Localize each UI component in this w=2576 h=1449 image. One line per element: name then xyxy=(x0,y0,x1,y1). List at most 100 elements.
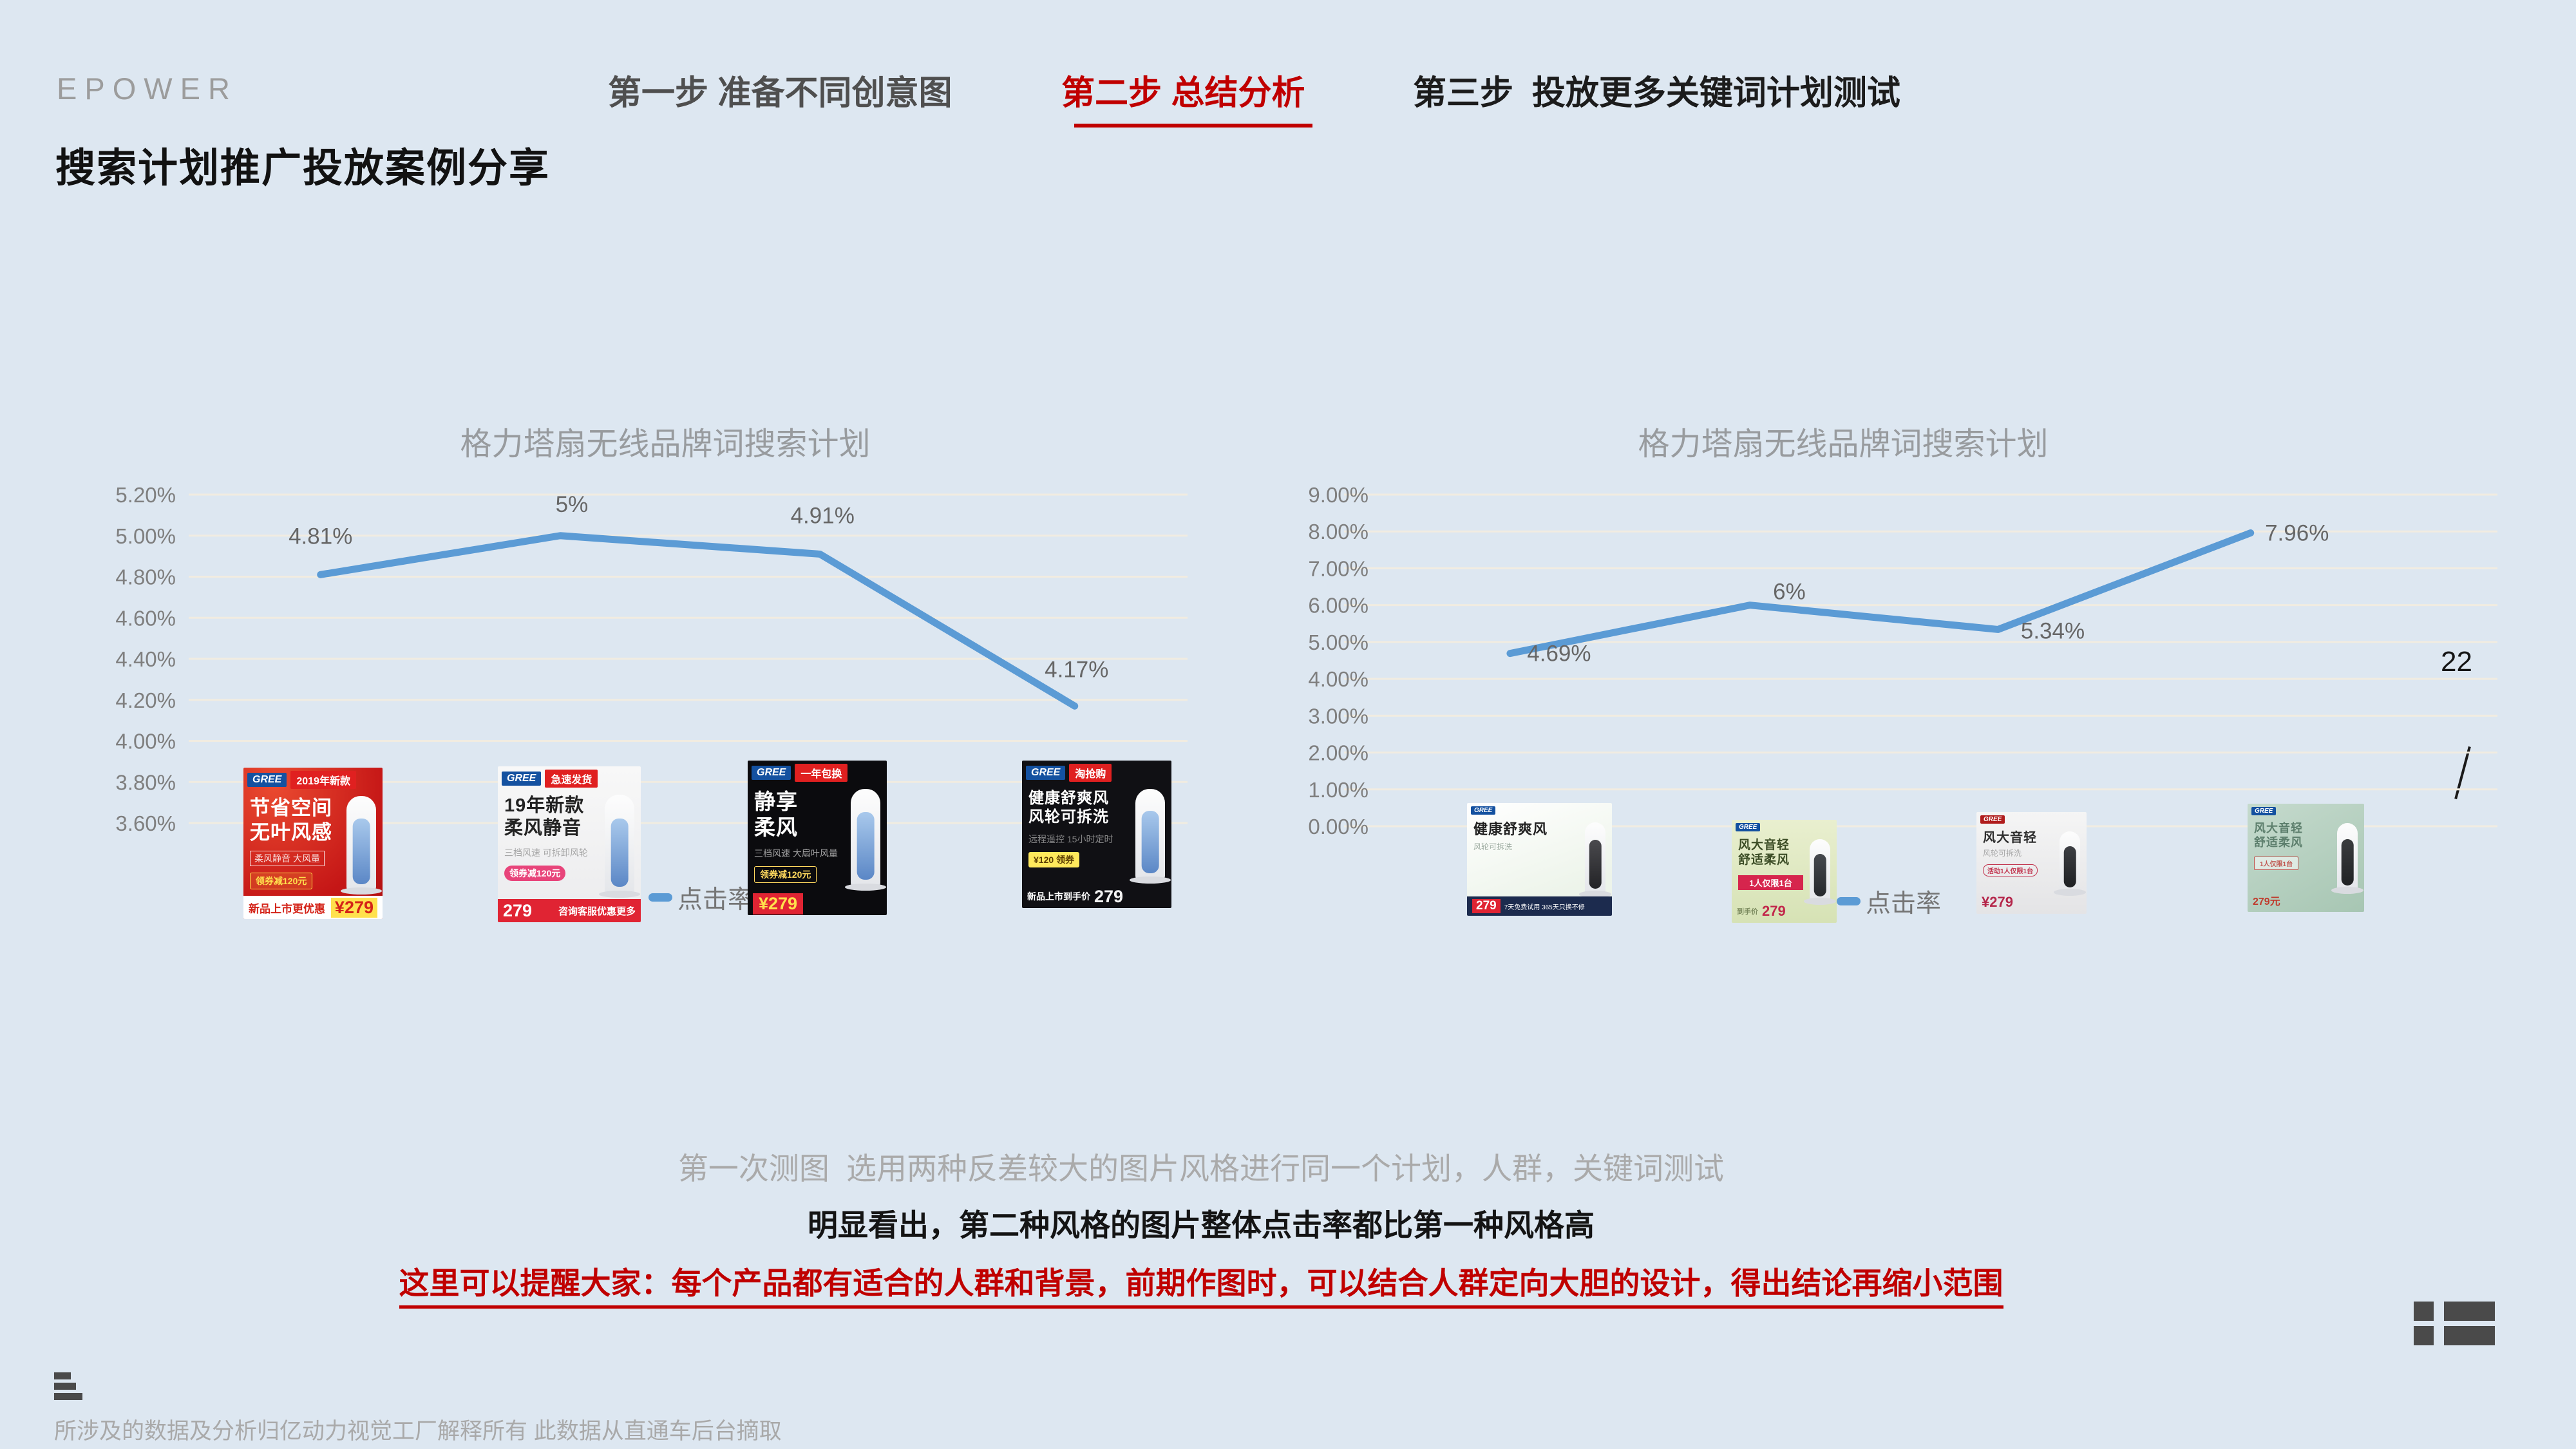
tower-fan-image xyxy=(1579,822,1611,898)
ad-price: ¥279 xyxy=(330,897,377,918)
tower-fan-image xyxy=(599,795,640,898)
ad-body: 健康舒爽风 风轮可拆洗 远程遥控 15小时定时 ¥120 领券 xyxy=(1028,789,1132,867)
ad-promo-tag: 淘抢购 xyxy=(1069,764,1112,782)
note-highlight-red-text: 这里可以提醒大家：每个产品都有适合的人群和背景，前期作图时，可以结合人群定向大胆… xyxy=(399,1266,2003,1309)
ad-coupon: ¥120 领券 xyxy=(1028,851,1080,867)
epower-logo: EPOWER xyxy=(57,71,238,106)
ad-price: ¥279 xyxy=(753,893,804,914)
ad-headline: 无叶风感 xyxy=(250,820,332,844)
ad-headline: 风大音轻 xyxy=(1738,838,1790,852)
svg-text:5.34%: 5.34% xyxy=(2021,618,2085,643)
ad-headline: 健康舒爽风 xyxy=(1473,821,1548,837)
page-title: 搜索计划推广投放案例分享 xyxy=(55,146,551,191)
ad-header: GREE 急速发货 xyxy=(498,766,641,791)
ad-body: 19年新款 柔风静音 三档风速 可拆卸风轮领券减120元 xyxy=(504,795,601,881)
svg-text:2.00%: 2.00% xyxy=(1308,741,1368,765)
ad-headline: 节省空间 xyxy=(250,797,332,819)
ad-coupon: 活动1人仅限1台 xyxy=(1983,864,2038,877)
ad-bottom-strip: 279 咨询客服优惠更多 xyxy=(498,899,641,922)
svg-text:0.00%: 0.00% xyxy=(1308,815,1368,838)
footer-disclaimer: 所涉及的数据及分析归亿动力视觉工厂解释所有 此数据从直通车后台摘取 xyxy=(54,1419,782,1444)
note-highlight-red: 这里可以提醒大家：每个产品都有适合的人群和背景，前期作图时，可以结合人群定向大胆… xyxy=(0,1258,2402,1309)
ad-promo-tag: 急速发货 xyxy=(545,770,598,788)
ad-headline: 柔风静音 xyxy=(504,818,582,839)
ad-subtext: 风轮可拆洗 xyxy=(1983,849,2022,858)
svg-text:5.00%: 5.00% xyxy=(1308,630,1368,654)
ad-coupon: 领券减120元 xyxy=(754,866,817,883)
ad-bottom-strip: 新品上市到手价 279 xyxy=(1022,885,1171,908)
ad-price: 279 xyxy=(1094,886,1124,906)
ad-bottom-strip: ¥279 xyxy=(1976,891,2087,914)
ad-headline: 舒适柔风 xyxy=(2254,835,2303,849)
svg-text:6%: 6% xyxy=(1773,580,1806,605)
ad-bottom-text: 咨询客服优惠更多 xyxy=(558,905,636,917)
ad-header: GREE 2019年新款 xyxy=(243,768,383,792)
ad-headline: 静享 xyxy=(754,790,798,813)
svg-text:4.17%: 4.17% xyxy=(1045,657,1108,682)
svg-text:5.00%: 5.00% xyxy=(115,524,176,548)
creative-ad-card: GREE 风大音轻 舒适柔风 1人仅限1台 到手价 279 xyxy=(1732,820,1837,923)
ad-headline: 风大音轻 xyxy=(2254,822,2303,835)
ad-headline: 健康舒爽风 xyxy=(1028,790,1109,807)
ad-coupon: 领券减120元 xyxy=(504,865,566,881)
ad-header: GREE xyxy=(1467,803,1612,818)
ad-bottom-text: 到手价 xyxy=(1737,908,1758,916)
menu-icon xyxy=(54,1372,82,1403)
creative-ad-card: GREE 风大音轻风轮可拆洗活动1人仅限1台 ¥279 xyxy=(1976,812,2087,914)
ad-coupon: 领券减120元 xyxy=(250,872,313,889)
gree-brand-logo: GREE xyxy=(2251,807,2277,815)
ad-body: 健康舒爽风风轮可拆洗 xyxy=(1473,821,1578,853)
ad-coupon: 1人仅限1台 xyxy=(2254,856,2299,870)
svg-text:8.00%: 8.00% xyxy=(1308,520,1368,544)
grid-logo-icon xyxy=(2414,1302,2497,1347)
ad-header: GREE xyxy=(1732,820,1837,835)
svg-text:4.40%: 4.40% xyxy=(115,647,176,671)
ad-headline: 风大音轻 xyxy=(1983,831,2037,845)
svg-text:3.80%: 3.80% xyxy=(115,770,176,794)
tower-fan-image xyxy=(341,796,382,895)
line-chart-left: 5.20% 5.00% 4.80% 4.60% 4.40% 4.20% 4.00% 3.80%… xyxy=(115,483,1188,835)
ad-header: GREE xyxy=(2248,804,2364,819)
ad-bottom-text: 7天免费试用 365天只换不修 xyxy=(1504,904,1585,911)
gree-brand-logo: GREE xyxy=(1980,815,2005,824)
legend-dash-icon xyxy=(1837,897,1861,905)
svg-text:5%: 5% xyxy=(556,492,589,517)
tower-fan-image xyxy=(845,789,886,891)
creative-ad-card: GREE 淘抢购健康舒爽风 风轮可拆洗 远程遥控 15小时定时 ¥120 领券新品上市到… xyxy=(1022,761,1171,908)
nav-step-2-underline xyxy=(1074,124,1312,128)
ad-bottom-strip: 新品上市更优惠 ¥279 xyxy=(243,896,383,919)
svg-text:3.00%: 3.00% xyxy=(1308,704,1368,728)
ad-price: 279 xyxy=(1472,899,1501,913)
ad-price: 279元 xyxy=(2253,896,2280,907)
creative-ad-card: GREE 健康舒爽风风轮可拆洗 279 7天免费试用 365天只换不修 xyxy=(1467,803,1612,916)
svg-text:3.60%: 3.60% xyxy=(115,811,176,835)
nav-step-2-active[interactable]: 第二步 总结分析 xyxy=(1061,75,1305,112)
gree-brand-logo: GREE xyxy=(752,766,791,780)
gree-brand-logo: GREE xyxy=(1736,823,1761,831)
note-test-description: 第一次测图 选用两种反差较大的图片风格进行同一个计划，人群，关键词测试 xyxy=(677,1151,1725,1186)
creative-ad-card: GREE 一年包换 静享 柔风 三档风速 大扇叶风量领券减120元 ¥279 xyxy=(748,761,887,915)
page-number: 22 xyxy=(2441,646,2472,677)
chart-title-left: 格力塔扇无线品牌词搜索计划 xyxy=(460,427,871,462)
note-conclusion: 明显看出，第二种风格的图片整体点击率都比第一种风格高 xyxy=(808,1208,1595,1242)
legend-dash-icon xyxy=(649,893,672,902)
ad-subtext: 三档风速 大扇叶风量 xyxy=(754,848,838,858)
creative-ad-card: GREE 急速发货 19年新款 柔风静音 三档风速 可拆卸风轮领券减120元 279 咨询客… xyxy=(498,766,641,922)
tower-fan-image xyxy=(2054,831,2086,896)
ad-subtext: 风轮可拆洗 xyxy=(1473,842,1513,851)
ad-bottom-strip: 到手价 279 xyxy=(1732,900,1837,923)
svg-text:4.00%: 4.00% xyxy=(1308,667,1368,691)
svg-text:6.00%: 6.00% xyxy=(1308,594,1368,618)
creative-ad-card: GREE 2019年新款 节省空间 无叶风感 柔风静音 大风量领券减120元 新品上市更优… xyxy=(243,768,383,919)
ad-header: GREE xyxy=(1976,812,2087,827)
nav-step-1[interactable]: 第一步 准备不同创意图 xyxy=(608,75,952,112)
svg-text:4.20%: 4.20% xyxy=(115,688,176,712)
chart-title-right: 格力塔扇无线品牌词搜索计划 xyxy=(1638,427,2049,462)
ad-price: 279 xyxy=(503,900,533,920)
gree-brand-logo: GREE xyxy=(247,773,287,787)
ad-headline: 舒适柔风 xyxy=(1738,853,1790,867)
nav-step-3[interactable]: 第三步 投放更多关键词计划测试 xyxy=(1413,75,1900,112)
gree-brand-logo: GREE xyxy=(1026,766,1066,780)
gree-brand-logo: GREE xyxy=(502,772,542,786)
ad-headline: 风轮可拆洗 xyxy=(1028,808,1109,826)
